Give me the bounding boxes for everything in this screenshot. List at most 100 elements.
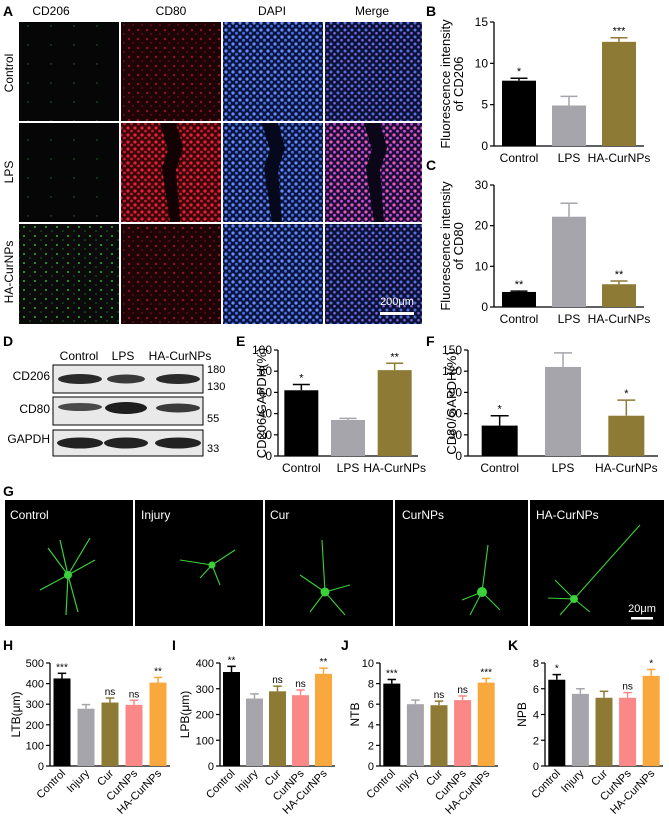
y-tick-label-f: 120 — [442, 364, 462, 378]
row-label-ha-curnps: HA-CurNPs — [2, 241, 16, 304]
bar-k-2 — [595, 697, 613, 766]
significance-label-i-0: ** — [228, 655, 236, 666]
neuron-control — [39, 537, 96, 616]
blot-lane-control: Control — [60, 349, 99, 363]
row-label-control: Control — [2, 54, 16, 93]
neuron-curnps — [461, 544, 501, 616]
y-tick-label-h: 500 — [26, 658, 44, 670]
micrograph-ha-curnps-dapi — [223, 224, 323, 324]
bar-h-0 — [53, 678, 71, 766]
significance-label-i-4: ** — [320, 657, 328, 668]
neuron-image-ha-curnps — [530, 500, 664, 626]
bar-e-1 — [331, 419, 365, 456]
bar-b-1 — [552, 105, 586, 146]
scale-bar-label-g: 20μm — [628, 603, 656, 615]
x-tick-label-b: LPS — [558, 151, 581, 165]
x-tick-label-i: Injury — [233, 767, 261, 795]
scale-bar-label-a: 200μm — [380, 296, 414, 308]
bar-h-1 — [77, 708, 95, 766]
chart-i: 0100200300400LPB(μm)**ControlInjurynsCur… — [178, 655, 335, 817]
y-tick-label-f: 30 — [449, 428, 463, 442]
bar-e-2 — [377, 370, 412, 456]
significance-label-j-0: *** — [386, 668, 398, 679]
y-tick-label-j: 4 — [368, 720, 374, 732]
bar-f-0 — [481, 425, 518, 456]
y-tick-label-e: 0 — [265, 449, 272, 463]
significance-label-h-4: ** — [154, 666, 162, 677]
y-axis-label-c: of CD80 — [451, 222, 466, 270]
x-tick-label-b: HA-CurNPs — [588, 151, 651, 165]
y-tick-label-k: 2 — [533, 735, 539, 747]
neuron-label-injury: Injury — [141, 508, 170, 522]
blot-lane-lps: LPS — [112, 349, 135, 363]
bar-i-4 — [315, 673, 332, 766]
neuron-label-curnps: CurNPs — [402, 508, 444, 522]
blot-band-gapdh-ha-curnps — [155, 437, 201, 449]
bar-f-2 — [608, 415, 645, 456]
y-tick-label-e: 60 — [259, 385, 273, 399]
y-axis-label-f: CD80/GAPDH(%) — [444, 351, 459, 454]
y-tick-label-e: 100 — [252, 343, 272, 357]
bar-b-0 — [502, 80, 536, 146]
x-tick-label-e: LPS — [337, 461, 360, 475]
bar-j-3 — [454, 700, 472, 766]
bar-k-1 — [571, 693, 589, 766]
y-tick-label-h: 300 — [26, 699, 44, 711]
y-tick-label-e: 20 — [259, 428, 273, 442]
significance-label-h-3: ns — [129, 689, 140, 700]
significance-label-k-3: ns — [622, 682, 633, 693]
y-tick-label-k: 8 — [533, 658, 539, 670]
y-tick-label-b: 5 — [481, 98, 488, 112]
blot-band-cd80-ha-curnps — [156, 403, 200, 413]
blot-band-cd80-lps — [105, 402, 147, 414]
significance-label-c-2: ** — [615, 269, 624, 281]
panel-letter-b: B — [426, 3, 436, 19]
bar-i-0 — [223, 672, 240, 766]
y-tick-label-h: 100 — [26, 740, 44, 752]
bar-c-1 — [552, 216, 586, 307]
bar-j-4 — [477, 682, 495, 766]
bar-k-3 — [619, 697, 637, 766]
y-tick-label-i: 400 — [196, 658, 214, 670]
panel-g: G Control Injury Cur CurNPs HA-CurNPs — [3, 483, 664, 626]
y-tick-label-k: 0 — [533, 761, 539, 773]
y-tick-label-i: 300 — [196, 684, 214, 696]
panel-letter-f: F — [426, 333, 435, 349]
bar-c-2 — [602, 284, 636, 307]
y-axis-label-i: LPB(μm) — [178, 691, 192, 739]
y-tick-label-e: 80 — [259, 364, 273, 378]
significance-label-j-4: *** — [480, 667, 492, 678]
scratch-gap-lps-merge — [364, 123, 387, 222]
y-axis-label-k: NPB — [515, 702, 529, 727]
x-tick-label-e: HA-CurNPs — [363, 461, 426, 475]
bar-j-0 — [383, 683, 401, 766]
y-tick-label-b: 0 — [481, 139, 488, 153]
x-tick-label-c: LPS — [558, 312, 581, 326]
micrograph-control-merge — [325, 22, 422, 121]
bar-i-2 — [269, 691, 286, 766]
micrograph-control-cd206 — [19, 22, 119, 121]
blot-band-gapdh-control — [57, 437, 103, 449]
micrograph-control-dapi — [223, 22, 323, 121]
scale-bar-g — [631, 617, 653, 620]
significance-label-f-0: * — [498, 404, 503, 416]
x-tick-label-k: Injury — [559, 767, 587, 795]
y-tick-label-h: 200 — [26, 720, 44, 732]
blot-band-cd206-control — [58, 374, 102, 384]
y-tick-label-f: 90 — [449, 385, 463, 399]
micrograph-control-cd80 — [121, 22, 221, 121]
neuron-image-cur — [265, 500, 393, 626]
significance-label-j-3: ns — [457, 685, 468, 696]
bar-h-2 — [101, 702, 119, 766]
panel-letter-d: D — [3, 333, 13, 349]
y-tick-label-i: 200 — [196, 710, 214, 722]
significance-label-e-2: ** — [390, 351, 399, 363]
panel-letter-k: K — [508, 637, 518, 653]
y-axis-label-c: Fluorescence intensity — [438, 181, 453, 311]
y-tick-label-j: 6 — [368, 699, 374, 711]
significance-label-h-2: ns — [105, 687, 116, 698]
